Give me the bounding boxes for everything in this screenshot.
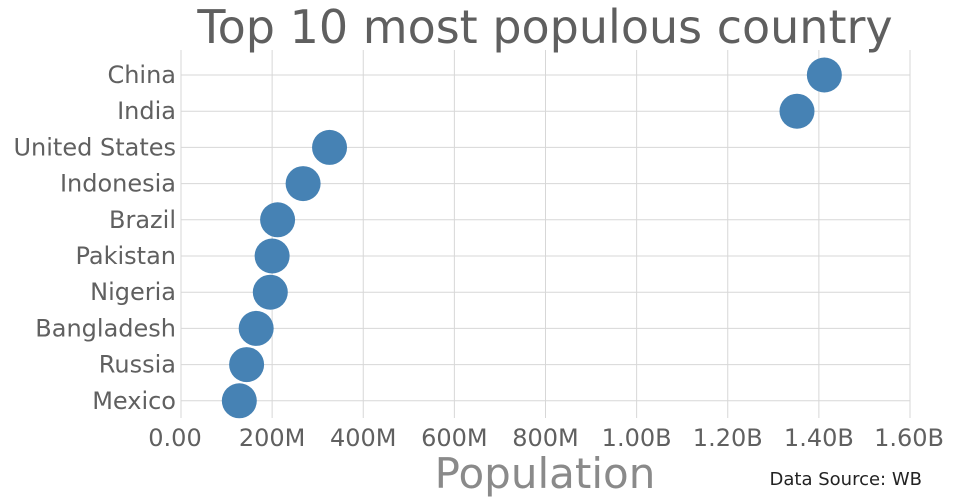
data-point-pakistan [254,238,290,274]
x-tick-label: 1.60B [874,424,944,452]
x-tick-label: 1.00B [602,424,672,452]
data-point-mexico [221,383,257,419]
y-tick-label-united-states: United States [13,133,176,161]
data-source-note: Data Source: WB [770,469,922,490]
data-point-brazil [260,202,296,238]
y-tick-label-pakistan: Pakistan [76,242,177,270]
x-tick-label: 0.00 [148,424,201,452]
y-tick-label-indonesia: Indonesia [60,170,176,198]
data-point-china [806,57,842,93]
data-point-united-states [312,129,348,165]
grid [180,50,911,418]
x-tick-label: 1.20B [693,424,763,452]
y-tick-label-china: China [107,61,176,89]
y-tick-label-india: India [117,97,176,125]
x-tick-label: 200M [239,424,306,452]
y-tick-label-bangladesh: Bangladesh [35,314,176,342]
y-tick-label-mexico: Mexico [92,387,176,415]
chart-title: Top 10 most populous country [196,0,892,54]
x-tick-label: 600M [421,424,488,452]
data-point-india [779,93,815,129]
x-tick-label: 1.40B [784,424,854,452]
y-axis-labels: China India United States Indonesia Brazil Pa… [13,61,176,415]
x-axis-title: Population [435,449,656,498]
y-tick-label-brazil: Brazil [109,206,176,234]
x-tick-label: 800M [512,424,579,452]
data-point-bangladesh [238,310,274,346]
x-tick-label: 400M [330,424,397,452]
data-points [221,57,842,419]
data-point-nigeria [252,274,288,310]
data-point-russia [229,347,265,383]
y-tick-label-nigeria: Nigeria [90,278,176,306]
x-axis-labels: 0.00 200M 400M 600M 800M 1.00B 1.20B 1.40B 1.60B [148,424,944,452]
data-point-indonesia [285,166,321,202]
y-tick-label-russia: Russia [99,351,176,379]
